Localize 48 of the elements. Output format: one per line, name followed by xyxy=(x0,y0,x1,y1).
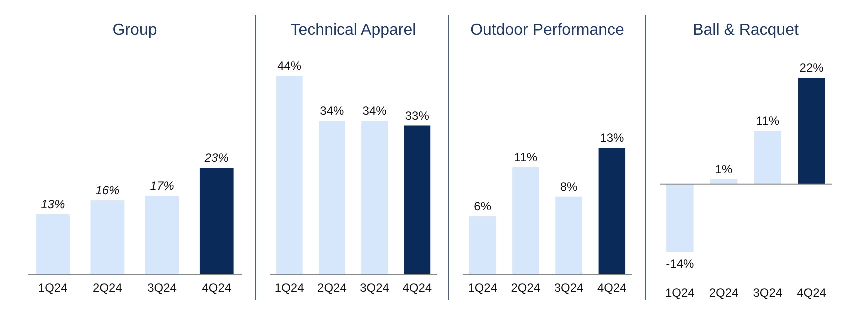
chart-title: Ball & Racquet xyxy=(693,22,800,39)
bar xyxy=(666,184,694,252)
x-tick-label: 1Q24 xyxy=(666,286,696,300)
data-label: 23% xyxy=(204,151,230,165)
x-tick-label: 2Q24 xyxy=(93,281,123,295)
data-label: -14% xyxy=(666,257,695,271)
data-label: 11% xyxy=(514,150,538,165)
x-tick-label: 2Q24 xyxy=(318,281,348,295)
chart-title: Group xyxy=(112,22,158,39)
data-label: 1% xyxy=(715,162,734,176)
bar xyxy=(754,131,782,184)
bar xyxy=(200,168,234,275)
bar xyxy=(145,196,180,275)
x-tick-label: 4Q24 xyxy=(597,281,628,295)
chart-title: Outdoor Performance xyxy=(470,22,625,39)
bar xyxy=(710,180,738,184)
bar xyxy=(798,78,826,184)
bar xyxy=(512,168,540,275)
data-label: 34% xyxy=(320,104,345,118)
bar xyxy=(90,200,125,275)
chart-title: Technical Apparel xyxy=(290,22,416,39)
data-label: 17% xyxy=(150,178,175,193)
bar xyxy=(598,148,626,275)
x-tick-label: 1Q24 xyxy=(274,281,305,295)
data-label: 13% xyxy=(41,198,66,212)
data-label: 8% xyxy=(560,180,578,194)
x-tick-label: 3Q24 xyxy=(360,281,390,295)
x-tick-label: 2Q24 xyxy=(511,281,541,295)
x-tick-label: 3Q24 xyxy=(148,281,178,295)
data-label: 34% xyxy=(362,104,388,118)
data-label: 22% xyxy=(800,61,824,75)
bar xyxy=(36,214,70,275)
data-label: 13% xyxy=(600,131,624,145)
data-label: 33% xyxy=(405,108,430,123)
x-tick-label: 2Q24 xyxy=(709,286,740,300)
data-label: 44% xyxy=(278,59,302,73)
data-label: 11% xyxy=(756,114,780,128)
x-tick-label: 4Q24 xyxy=(797,286,827,300)
x-tick-label: 4Q24 xyxy=(402,281,432,295)
bar xyxy=(556,196,582,275)
x-tick-label: 3Q24 xyxy=(554,281,584,295)
data-label: 16% xyxy=(96,184,120,198)
bar xyxy=(469,216,496,275)
x-tick-label: 3Q24 xyxy=(753,286,783,300)
x-tick-label: 1Q24 xyxy=(38,281,68,295)
x-tick-label: 1Q24 xyxy=(468,281,498,295)
x-tick-label: 4Q24 xyxy=(202,281,232,295)
data-label: 6% xyxy=(474,199,492,214)
